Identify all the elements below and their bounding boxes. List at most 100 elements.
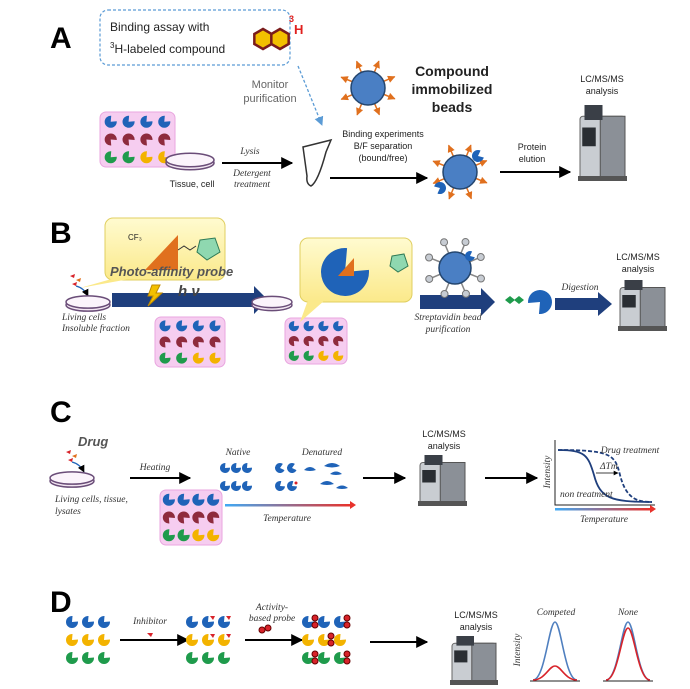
- protein-icon: [66, 633, 78, 646]
- protein-icon: [333, 350, 344, 361]
- inhibitor-bound: [226, 616, 231, 620]
- protein-icon: [177, 493, 190, 506]
- protein-icon: [158, 115, 171, 128]
- protein-icon: [333, 321, 344, 332]
- none-label: None: [617, 608, 638, 618]
- block-arrow: [420, 288, 495, 316]
- protein-icon: [122, 151, 135, 164]
- icon-atom: H: [294, 22, 303, 37]
- dish-rim: [65, 295, 111, 309]
- denatured-icon: [324, 463, 342, 475]
- elution-label: elution: [519, 154, 546, 164]
- arrow: [297, 65, 324, 126]
- instrument-screen: [622, 295, 636, 308]
- cell-box: [284, 317, 348, 365]
- drug-arrow: [71, 461, 85, 473]
- probe-shape: [338, 258, 354, 276]
- protein-icon: [104, 151, 117, 164]
- block-arrow: [555, 292, 612, 316]
- inhibitor-bound: [226, 634, 231, 638]
- protein-icon: [334, 652, 346, 664]
- protein-icon: [465, 250, 475, 261]
- protein-icon: [186, 616, 199, 628]
- protein-icon: [318, 350, 329, 361]
- protein-icon: [66, 652, 78, 664]
- tissue-label: Tissue, cell: [170, 179, 215, 189]
- protein-icon: [177, 529, 190, 542]
- instrument-screen: [422, 470, 436, 483]
- instrument-top: [456, 636, 474, 646]
- curve-drug-treatment: [557, 449, 653, 503]
- protein-icon: [98, 633, 110, 646]
- denatured-icon: [304, 467, 316, 471]
- instrument-panel: [471, 642, 497, 685]
- probe-label: Photo-affinity probe: [110, 264, 233, 279]
- drug-bound: [294, 481, 298, 485]
- protein-icon: [207, 511, 220, 524]
- protein-icon: [303, 321, 314, 332]
- temperature-bar: [225, 504, 350, 507]
- protein-icon: [186, 634, 199, 646]
- probe-bound: [343, 650, 351, 658]
- ligand: [464, 144, 472, 157]
- protein-icon: [98, 616, 110, 628]
- probe-linker: [177, 245, 197, 251]
- protein-icon: [275, 481, 285, 491]
- protein-icon: [162, 493, 175, 506]
- protein-icon: [192, 352, 204, 364]
- probe-bound: [311, 657, 319, 665]
- protein-icon: [177, 511, 190, 524]
- beads-label: beads: [432, 99, 473, 115]
- protein-icon: [202, 652, 214, 664]
- plot-axes: [554, 440, 655, 506]
- cell-box: [99, 111, 176, 168]
- protein-icon: [218, 616, 231, 628]
- cells-label: lysates: [55, 507, 81, 517]
- protein-icon: [104, 115, 117, 128]
- beads-label: immobilized: [412, 81, 493, 97]
- protein-icon: [176, 320, 188, 332]
- probe-bound: [311, 614, 319, 622]
- competed-label: Competed: [537, 608, 576, 618]
- drug-icon: [68, 458, 73, 462]
- callout-tail: [300, 300, 325, 322]
- streptavidin: [440, 238, 449, 247]
- dish-rim: [49, 471, 95, 485]
- ligand: [340, 76, 353, 84]
- probe-bound: [343, 657, 351, 665]
- curve-label: Drug treatment: [600, 446, 660, 456]
- panel-label: B: [50, 217, 72, 250]
- protein-icon: [66, 616, 78, 628]
- inhibitor-bound: [210, 616, 215, 620]
- superscript: 3: [110, 41, 115, 50]
- temperature-label: Temperature: [263, 514, 311, 524]
- peptide: [505, 296, 515, 304]
- protein-icon: [231, 480, 242, 491]
- instrument-panel: [639, 287, 666, 331]
- streptavidin: [425, 253, 434, 262]
- protein-icon: [192, 320, 204, 332]
- ligand: [448, 187, 456, 200]
- drug-arrow: [75, 285, 89, 297]
- ligand: [372, 60, 380, 73]
- probe-bound: [311, 650, 319, 658]
- protein-icon: [302, 651, 315, 664]
- protein-icon: [209, 352, 221, 364]
- protein-icon: [98, 652, 110, 664]
- instrument-screen: [454, 650, 468, 663]
- probe-icon: [264, 624, 272, 632]
- temperature-head: [350, 501, 356, 509]
- panel-label: D: [50, 586, 72, 619]
- assay-line: 3H-labeled compound: [110, 41, 225, 56]
- probe-bound: [311, 621, 319, 629]
- ring: [253, 27, 273, 51]
- protein-icon: [288, 321, 299, 332]
- protein-icon: [318, 634, 330, 646]
- ligand: [475, 176, 488, 184]
- protein-icon: [140, 115, 153, 128]
- lysis-label: Lysis: [239, 147, 260, 157]
- protein-icon: [82, 616, 94, 628]
- ligand: [383, 92, 396, 100]
- cells-label: Living cells, tissue,: [54, 495, 128, 505]
- probe-shape: [145, 235, 178, 270]
